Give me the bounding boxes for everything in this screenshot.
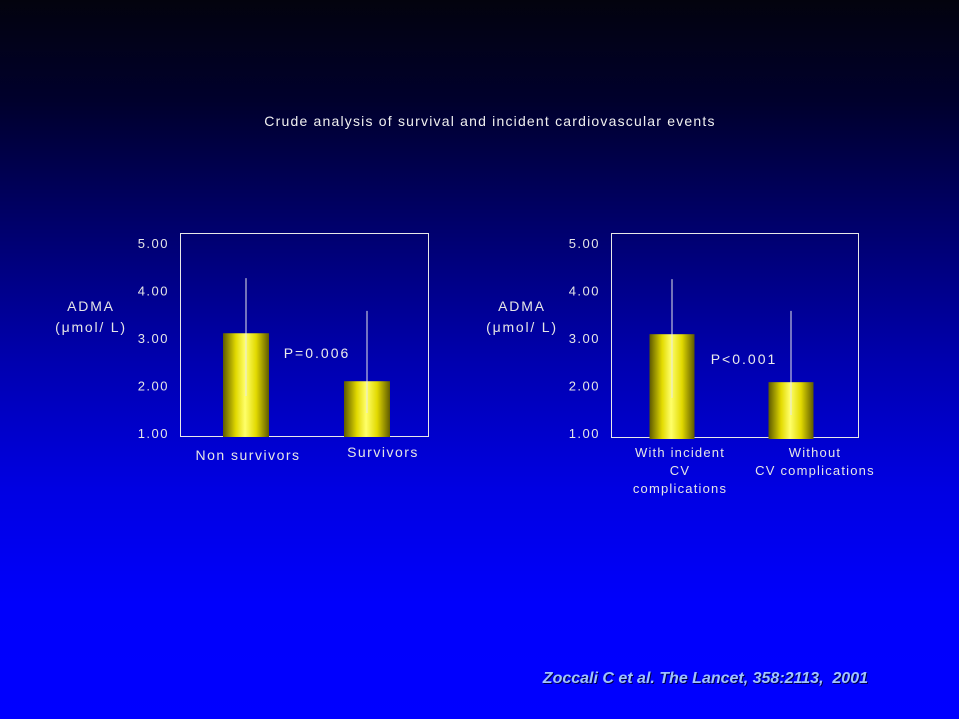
category-label: Non survivors (195, 447, 300, 463)
y-tick-label: 5.00 (138, 236, 169, 251)
p-value-annotation: P=0.006 (284, 345, 351, 361)
y-tick-label: 2.00 (569, 379, 600, 394)
category-label: Survivors (347, 444, 419, 460)
bar-chart-2: 1.00 2.00 3.00 4.00 5.00 ADMA (μmol/ L) With in… (486, 233, 875, 496)
y-tick-label: 4.00 (138, 284, 169, 299)
y-tick-label: 4.00 (569, 284, 600, 299)
category-label: CV complications (755, 463, 875, 478)
slide-title: Crude analysis of survival and incident … (264, 113, 716, 129)
y-tick-label: 1.00 (138, 426, 169, 441)
plot-frame (180, 233, 429, 437)
category-label: With incident (635, 445, 725, 460)
category-label: complications (633, 481, 727, 496)
y-tick-label: 1.00 (569, 426, 600, 441)
y-tick-label: 5.00 (569, 236, 600, 251)
plot-frame (611, 233, 859, 438)
category-label: Without (789, 445, 841, 460)
y-tick-label: 3.00 (569, 331, 600, 346)
y-axis-label: ADMA (67, 298, 115, 314)
y-axis-label: (μmol/ L) (486, 319, 558, 335)
bar-chart-1: 1.00 2.00 3.00 4.00 5.00 ADMA (μmol/ L) Non sur… (55, 233, 429, 463)
p-value-annotation: P<0.001 (711, 351, 778, 367)
citation: Zoccali C et al. The Lancet, 358:2113, 2… (542, 670, 868, 687)
y-axis-label: (μmol/ L) (55, 319, 127, 335)
y-tick-label: 3.00 (138, 331, 169, 346)
category-label: CV (670, 463, 690, 478)
y-tick-label: 2.00 (138, 379, 169, 394)
y-axis-label: ADMA (498, 298, 546, 314)
